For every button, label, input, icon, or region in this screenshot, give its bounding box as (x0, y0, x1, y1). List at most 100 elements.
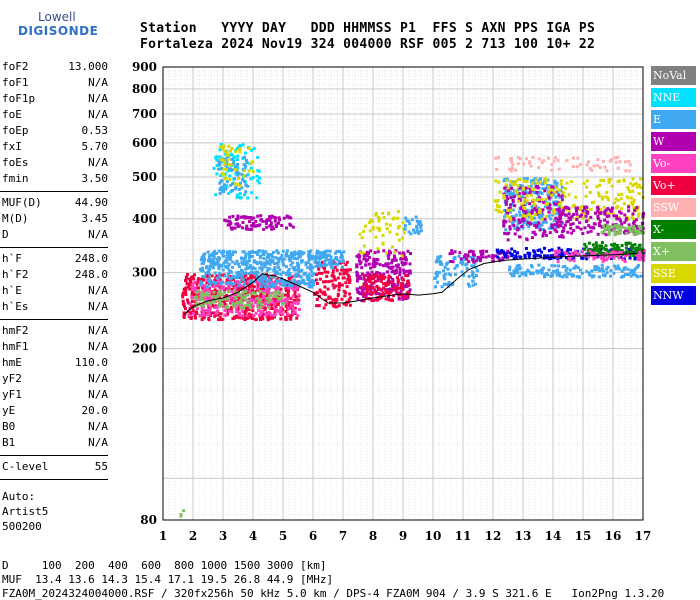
echo-point (218, 304, 221, 308)
echo-point (404, 283, 408, 287)
echo-point (513, 227, 517, 230)
echo-point (542, 219, 546, 223)
echo-point (518, 157, 522, 161)
echo-point (370, 270, 374, 274)
echo-point (233, 281, 237, 285)
echo-point (529, 218, 533, 222)
echo-point (631, 212, 635, 216)
echo-point (384, 281, 388, 285)
echo-point (285, 214, 289, 218)
echo-point (554, 270, 558, 274)
echo-point (243, 167, 247, 171)
echo-point (619, 250, 623, 254)
echo-point (590, 253, 594, 257)
echo-point (455, 264, 459, 268)
muf-row: MUF 13.4 13.6 14.3 15.4 17.1 19.5 26.8 4… (2, 573, 334, 586)
echo-point (315, 291, 319, 295)
x-tick-label: 16 (605, 529, 622, 543)
echo-point (545, 272, 549, 275)
echo-point (610, 184, 614, 188)
echo-point (281, 302, 284, 306)
echo-point (540, 198, 544, 201)
echo-point (442, 282, 446, 286)
echo-point (217, 271, 221, 275)
echo-point (513, 189, 516, 193)
echo-point (328, 258, 332, 262)
param-name: h`Es (2, 300, 29, 313)
echo-point (554, 195, 558, 199)
echo-point (442, 269, 445, 273)
echo-point (264, 300, 268, 304)
echo-point (331, 298, 335, 302)
echo-point (295, 287, 299, 291)
echo-point (278, 282, 282, 285)
echo-point (631, 201, 635, 204)
echo-point (259, 285, 263, 288)
echo-point (505, 256, 509, 259)
echo-point (292, 298, 296, 302)
echo-point (607, 231, 611, 235)
echo-point (609, 178, 612, 181)
echo-point (497, 180, 501, 184)
echo-point (232, 274, 235, 278)
param-h-f: h`F 248.0 (2, 252, 108, 268)
echo-point (256, 304, 260, 308)
echo-point (596, 232, 600, 236)
echo-point (594, 211, 597, 215)
echo-point (372, 265, 375, 269)
echo-point (330, 274, 334, 278)
echo-point (597, 221, 601, 225)
echo-point (535, 181, 539, 185)
echo-point (221, 147, 225, 151)
echo-point (220, 286, 224, 290)
echo-point (218, 181, 222, 185)
y-tick-label: 900 (132, 60, 157, 74)
echo-point (588, 273, 592, 277)
echo-point (467, 250, 471, 254)
echo-point (414, 215, 418, 219)
echo-point (560, 213, 564, 217)
echo-point (538, 190, 542, 194)
echo-point (606, 196, 610, 200)
echo-point (362, 254, 366, 258)
echo-point (190, 276, 194, 280)
echo-point (631, 177, 635, 181)
echo-point (240, 261, 244, 265)
echo-point (235, 170, 239, 174)
echo-point (327, 280, 331, 284)
echo-point (572, 229, 576, 233)
echo-point (244, 309, 248, 313)
echo-point (557, 201, 561, 204)
echo-point (272, 313, 276, 317)
echo-point (342, 268, 346, 272)
echo-point (471, 258, 475, 262)
echo-point (336, 292, 340, 296)
echo-point (196, 307, 199, 311)
echo-point (204, 297, 208, 301)
param-fof1p: foF1p N/A (2, 92, 108, 108)
echo-point (179, 513, 183, 517)
echo-point (552, 211, 556, 215)
echo-point (277, 286, 281, 290)
chart-grid (162, 66, 644, 520)
echo-point (255, 295, 259, 298)
echo-point (618, 231, 622, 235)
echo-point (508, 206, 512, 210)
echo-point (627, 205, 631, 209)
echo-point (611, 206, 615, 210)
echo-point (395, 232, 399, 236)
echo-point (553, 226, 557, 230)
echo-point (540, 250, 544, 254)
echo-point (636, 257, 640, 261)
echo-point (567, 212, 571, 216)
echo-point (235, 275, 239, 279)
echo-point (219, 282, 223, 286)
echo-point (557, 193, 561, 197)
echo-point (535, 210, 539, 214)
echo-point (268, 278, 272, 282)
echo-point (275, 300, 279, 304)
echo-point (471, 283, 475, 287)
echo-point (195, 286, 199, 290)
echo-point (265, 281, 269, 285)
echo-point (187, 313, 191, 317)
